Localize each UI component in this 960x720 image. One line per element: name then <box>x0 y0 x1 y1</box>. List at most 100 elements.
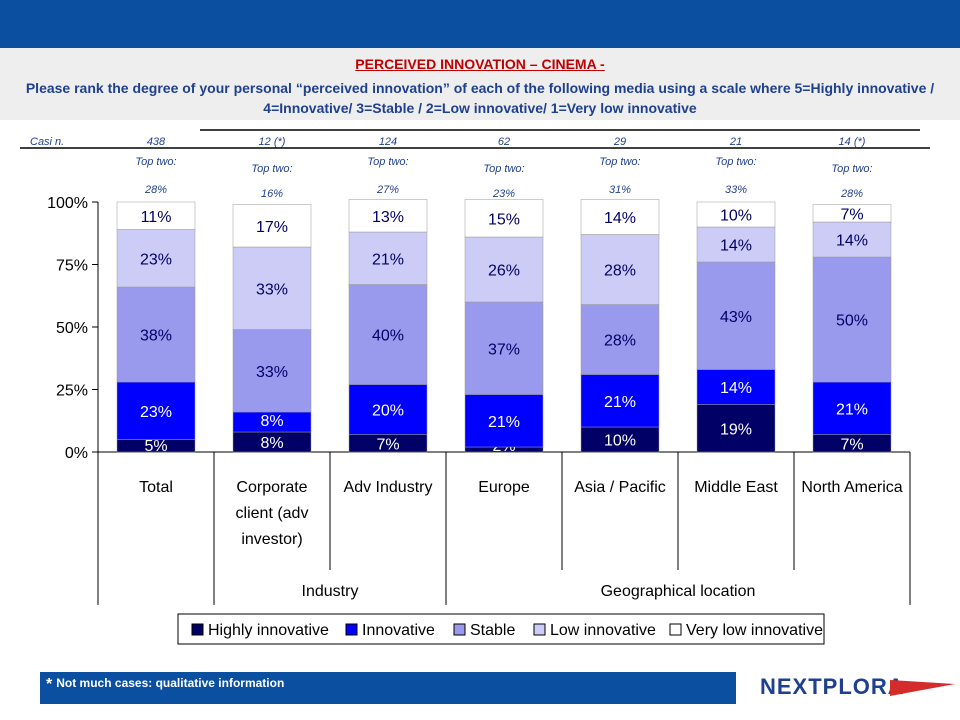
cases-value: 12 (*) <box>259 136 286 148</box>
group-label: Industry <box>302 583 359 600</box>
top-two-label: Top two: <box>715 156 756 168</box>
bar-segment <box>812 221 892 258</box>
data-label: 33% <box>256 281 288 298</box>
bar-segment <box>348 231 428 285</box>
data-label: 21% <box>372 251 404 268</box>
data-label: 28% <box>604 333 636 350</box>
nextplora-logo: NEXTPLORA <box>760 672 960 702</box>
data-label: 40% <box>372 328 404 345</box>
data-label: 10% <box>720 208 752 225</box>
bar-segment <box>580 199 660 235</box>
cases-value: 124 <box>379 136 397 148</box>
data-label: 8% <box>260 435 283 452</box>
data-label: 15% <box>488 211 520 228</box>
data-label: 20% <box>372 403 404 420</box>
bar-segment <box>696 369 776 405</box>
bar-segment <box>116 201 196 230</box>
bar-segment <box>696 404 776 453</box>
data-label: 23% <box>140 404 172 421</box>
data-label: 7% <box>840 436 863 453</box>
x-category-label: Corporate <box>236 479 307 496</box>
data-label: 21% <box>836 401 868 418</box>
bar-segment <box>580 304 660 375</box>
chart-subtitle: Please rank the degree of your personal … <box>25 80 935 116</box>
data-label: 23% <box>140 251 172 268</box>
data-label: 14% <box>720 380 752 397</box>
stacked-bar-chart: Casi n. 438 12 (*) 124 62 29 21 14 (*) Top two: 2… <box>20 129 930 645</box>
top-two-label: Top two: <box>367 156 408 168</box>
data-label: 13% <box>372 209 404 226</box>
cases-value: 14 (*) <box>839 136 866 148</box>
bar-segment <box>812 381 892 435</box>
bar-segment <box>116 286 196 383</box>
bar-segment <box>580 374 660 428</box>
data-label: 26% <box>488 263 520 280</box>
data-label: 21% <box>488 414 520 431</box>
y-tick-label: 0% <box>65 445 88 462</box>
x-category-label: client (adv <box>236 505 309 522</box>
top-two-label: Top two: <box>251 163 292 175</box>
bar-segment <box>348 199 428 233</box>
footnote-text: Not much cases: qualitative information <box>56 676 285 690</box>
footnote-star: * <box>46 676 53 693</box>
data-label: 7% <box>840 206 863 223</box>
top-two-value: 23% <box>492 188 515 200</box>
bar-segment <box>464 394 544 448</box>
data-label: 14% <box>836 233 868 250</box>
bar-segment <box>116 229 196 288</box>
legend-swatch <box>533 623 546 636</box>
bar-segment <box>232 246 312 330</box>
footnote: * Not much cases: qualitative information <box>46 676 284 694</box>
bar-segment <box>696 201 776 228</box>
x-category-label: investor) <box>241 531 302 548</box>
data-label: 10% <box>604 433 636 450</box>
top-two-value: 16% <box>261 188 283 200</box>
bar-segment <box>464 199 544 238</box>
bar-segment <box>232 204 312 248</box>
data-label: 8% <box>260 413 283 430</box>
top-two-label: Top two: <box>135 156 176 168</box>
bar-segment <box>580 426 660 453</box>
group-label: Geographical location <box>601 583 756 600</box>
data-label: 43% <box>720 309 752 326</box>
top-two-value: 33% <box>725 184 747 196</box>
x-category-label: North America <box>801 479 902 496</box>
logo-swoosh-icon <box>890 680 955 696</box>
legend-swatch <box>453 623 466 636</box>
data-label: 38% <box>140 328 172 345</box>
top-two-value: 31% <box>609 184 631 196</box>
bar-segment <box>812 256 892 383</box>
bar-segment <box>696 261 776 370</box>
bar-segment <box>116 381 196 440</box>
y-tick-label: 25% <box>56 383 88 400</box>
y-tick-label: 100% <box>47 195 88 212</box>
data-label: 21% <box>604 394 636 411</box>
data-label: 11% <box>141 209 172 226</box>
header-band <box>0 48 960 120</box>
y-tick-label: 75% <box>56 258 88 275</box>
bar-segment <box>348 284 428 385</box>
legend-box <box>177 613 825 645</box>
data-label: 5% <box>144 438 167 455</box>
x-category-label: Middle East <box>694 479 778 496</box>
bar-segment <box>696 226 776 263</box>
bar-segment <box>348 384 428 435</box>
data-label: 19% <box>720 421 752 438</box>
top-two-label: Top two: <box>483 163 524 175</box>
chart-title: PERCEIVED INNOVATION – CINEMA - <box>355 56 605 72</box>
cases-label: Casi n. <box>30 136 64 148</box>
top-two-value: 28% <box>840 188 863 200</box>
cases-value: 29 <box>613 136 626 148</box>
legend-label: Low innovative <box>550 622 656 639</box>
cases-value: 21 <box>729 136 742 148</box>
top-two-label: Top two: <box>599 156 640 168</box>
legend-label: Stable <box>470 622 515 639</box>
legend-swatch <box>669 623 682 636</box>
data-label: 37% <box>488 341 520 358</box>
y-tick-label: 50% <box>56 320 88 337</box>
cases-value: 438 <box>147 136 166 148</box>
top-banner <box>0 0 960 48</box>
data-label: 17% <box>256 219 288 236</box>
data-label: 33% <box>256 364 288 381</box>
data-label: 7% <box>376 436 399 453</box>
